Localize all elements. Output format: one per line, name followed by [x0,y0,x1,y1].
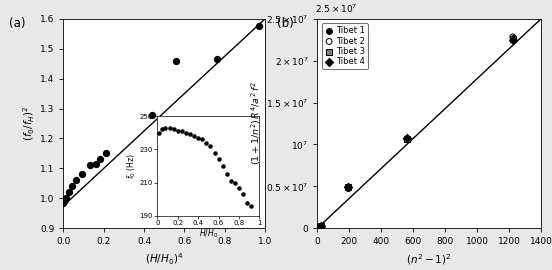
Point [85,163,94,167]
Point [185,132,194,137]
Point [165,126,174,130]
Tibet 3 [508,37,517,41]
Point [95,157,104,161]
Point [161,126,170,130]
Point [243,201,252,205]
Point [247,204,256,208]
Y-axis label: $(f_0/f_H)^2$: $(f_0/f_H)^2$ [22,106,38,141]
Tibet 1 [402,137,411,141]
Point [212,57,221,61]
Tibet 1 [313,226,322,230]
Tibet 3 [402,136,411,141]
Point [210,151,219,155]
Point [102,151,110,156]
Tibet 3 [317,224,326,228]
Point [169,127,178,131]
Point [173,129,182,133]
Point [202,141,211,145]
Tibet 1 [508,36,517,40]
Point [226,179,235,183]
Point [148,112,157,117]
Tibet 4 [344,185,353,190]
Legend: Tibet 1, Tibet 2, Tibet 3, Tibet 4: Tibet 1, Tibet 2, Tibet 3, Tibet 4 [322,23,368,69]
Point [155,131,164,135]
Tibet 2 [317,224,326,228]
Point [60,199,68,203]
Tibet 1 [344,185,353,190]
Point [206,144,215,148]
X-axis label: $H/H_0$: $H/H_0$ [199,228,218,240]
Point [231,181,240,185]
Point [222,172,231,177]
Point [235,185,243,190]
Text: (a): (a) [9,17,25,30]
Point [71,178,80,183]
Point [67,184,76,188]
Point [238,192,247,197]
Point [198,137,206,141]
Point [59,201,68,205]
Tibet 2 [402,137,411,141]
Point [194,136,203,140]
X-axis label: $(n^2-1)^2$: $(n^2-1)^2$ [406,252,452,266]
Point [177,129,186,133]
Tibet 4 [402,136,411,141]
Point [172,59,181,63]
Y-axis label: $(1+1/n^2)\,R^4/a^2\,f^2$: $(1+1/n^2)\,R^4/a^2\,f^2$ [250,82,263,165]
X-axis label: $(H/H_0)^4$: $(H/H_0)^4$ [145,252,183,267]
Point [190,134,199,138]
Point [77,172,86,177]
Point [60,198,69,202]
Tibet 4 [508,38,517,42]
Point [61,196,70,200]
Tibet 4 [317,224,326,228]
Tibet 2 [508,35,517,39]
Point [91,162,100,166]
Tibet 1 [317,224,326,228]
Tibet 2 [313,226,322,230]
Point [182,131,190,135]
Point [254,24,263,29]
Y-axis label: $f_0$ (Hz): $f_0$ (Hz) [126,153,138,179]
Tibet 2 [344,185,353,189]
Tibet 3 [344,185,353,189]
Text: (b): (b) [277,17,294,30]
Tibet 4 [313,226,322,230]
Point [64,190,73,194]
Text: $2.5\times10^7$: $2.5\times10^7$ [315,2,358,15]
Point [218,164,227,168]
Point [214,157,223,161]
Tibet 3 [313,226,322,230]
Point [158,127,167,131]
